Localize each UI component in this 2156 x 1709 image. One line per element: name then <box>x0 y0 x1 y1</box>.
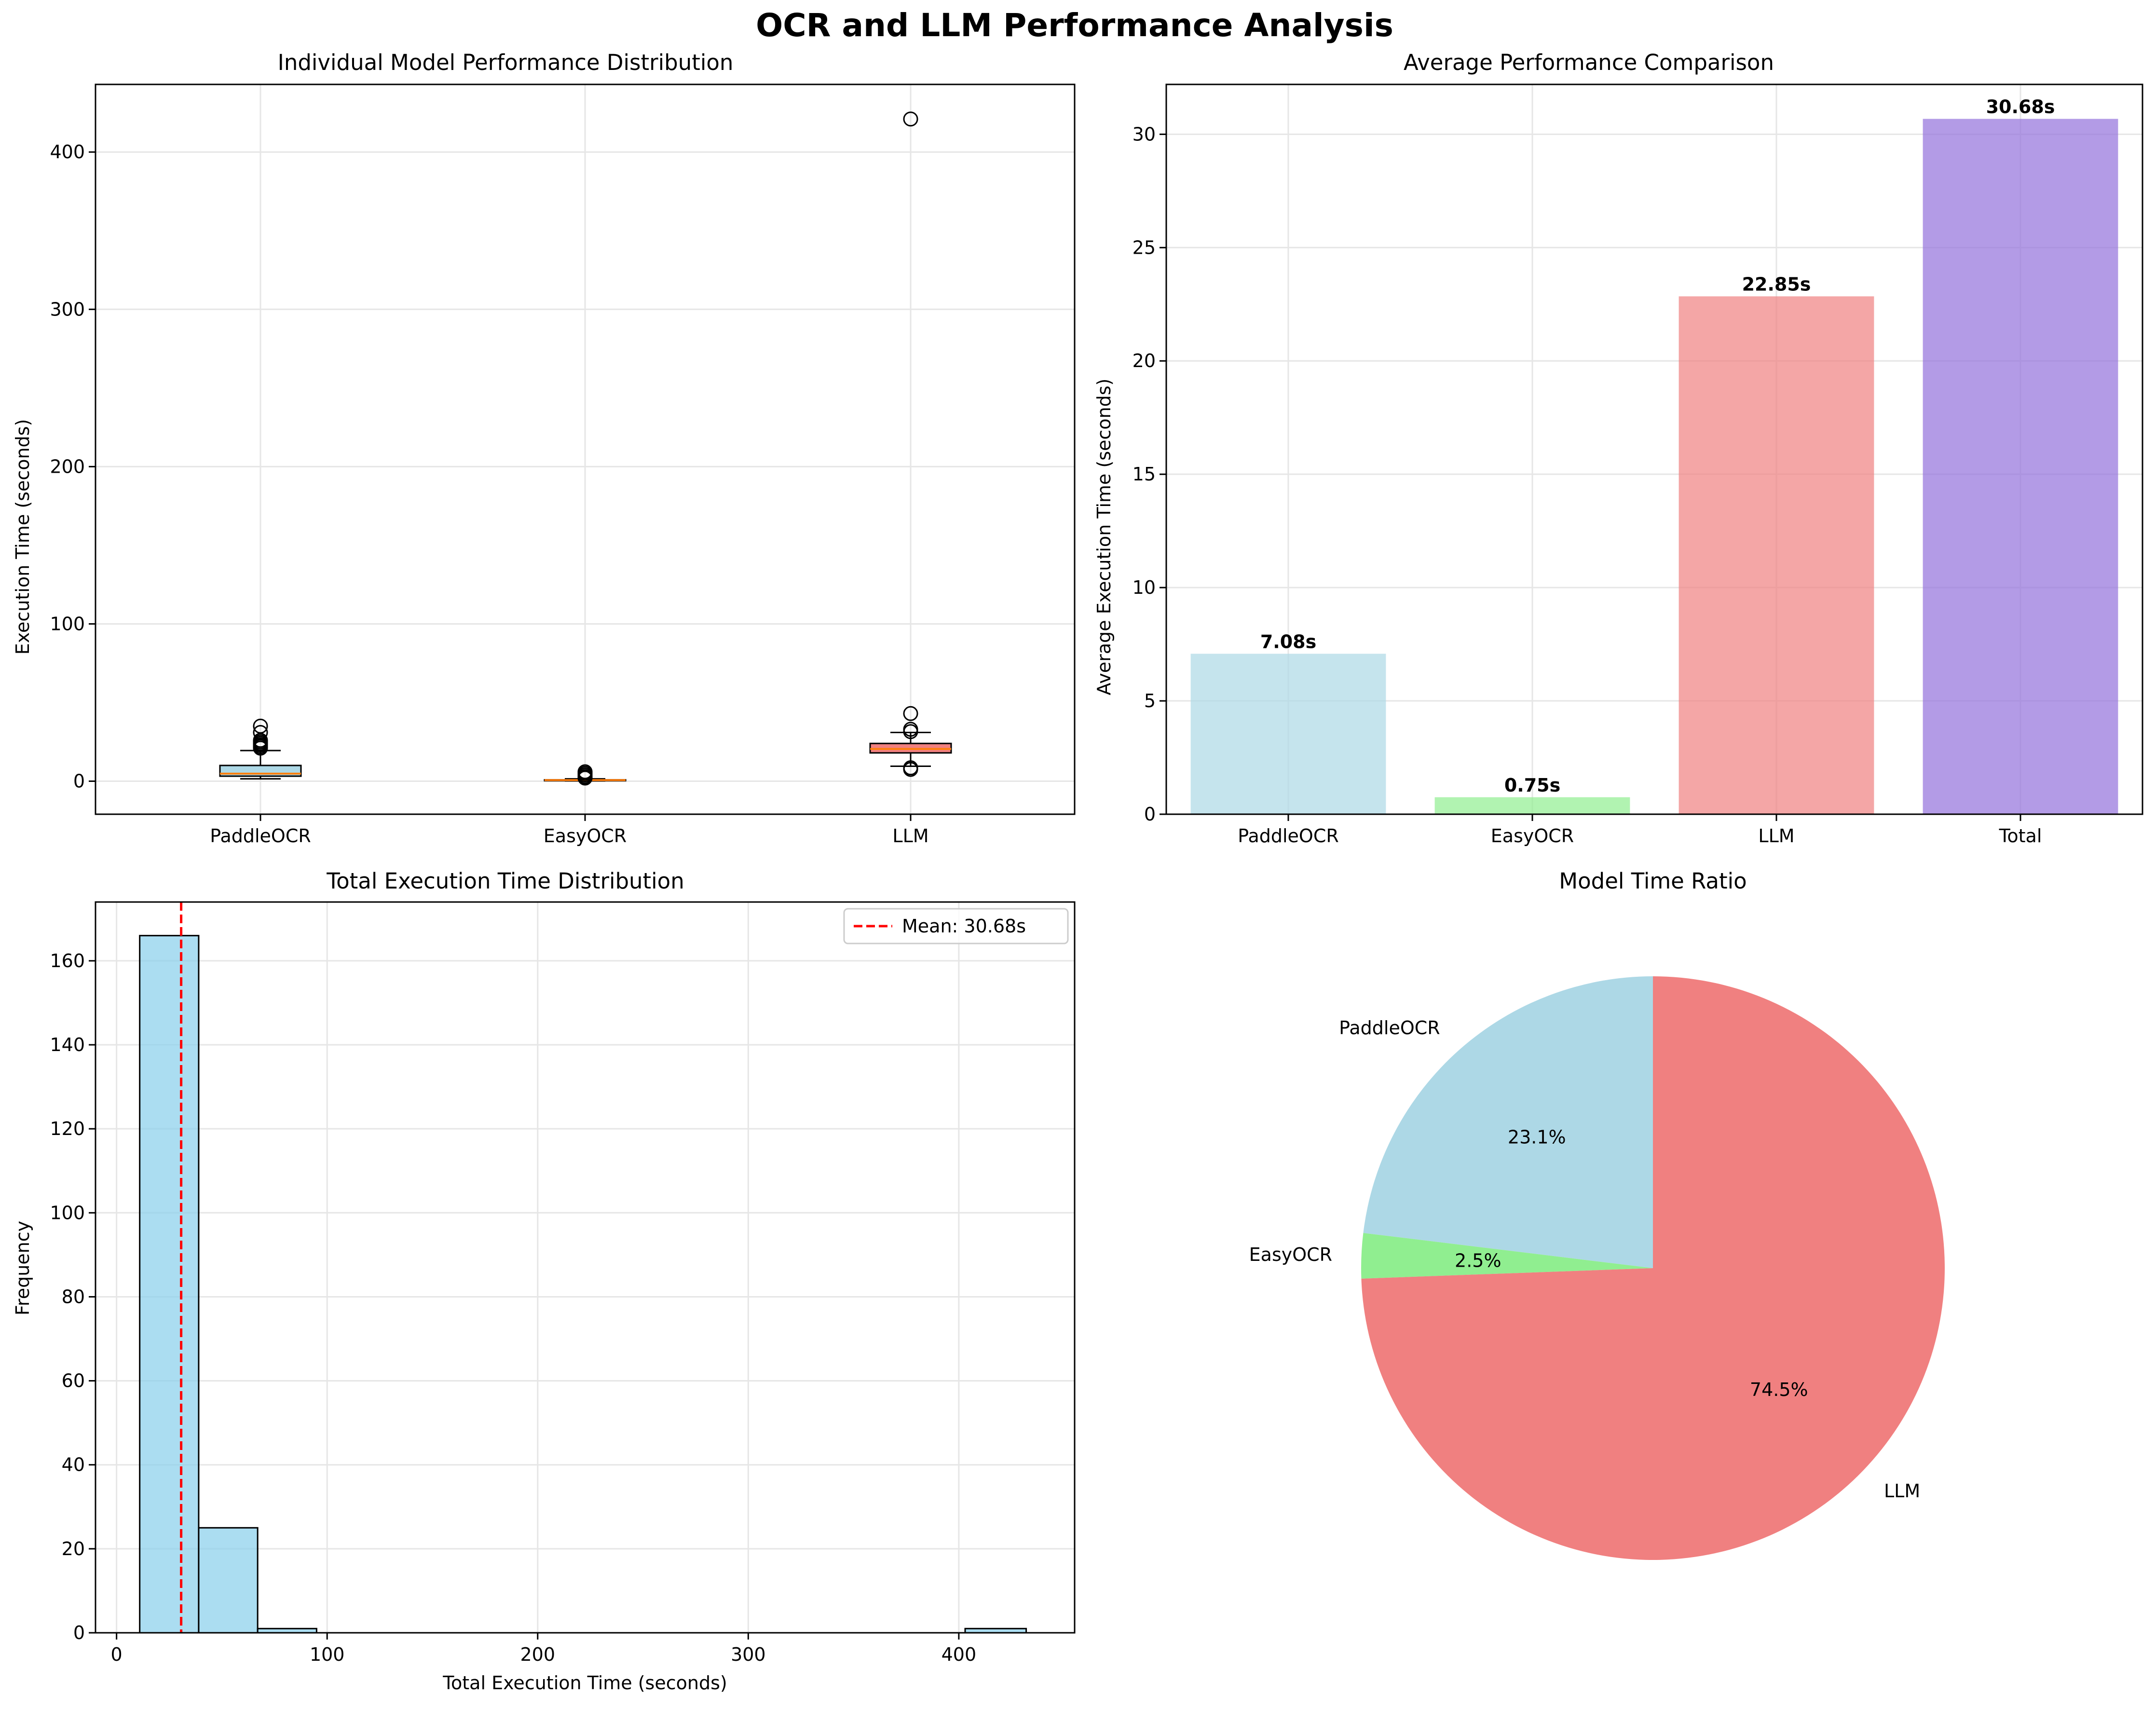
pie-pct-label: 74.5% <box>1750 1379 1808 1400</box>
bar-easyocr <box>1434 797 1630 814</box>
outlier-point <box>903 111 918 127</box>
boxplot-title: Individual Model Performance Distributio… <box>278 50 734 75</box>
x-tick-label: 400 <box>942 1644 977 1665</box>
histogram-panel: Total Execution Time Distribution Freque… <box>12 868 1076 1694</box>
x-tick-label: 0 <box>111 1644 123 1665</box>
pie-slice-llm <box>1361 976 1945 1560</box>
pie-panel: Model Time Ratio PaddleOCR 23.1% EasyOCR 2.… <box>1249 868 1945 1560</box>
x-tick-label: 300 <box>731 1644 766 1665</box>
pie-label: LLM <box>1884 1480 1920 1502</box>
outlier-point <box>253 725 268 740</box>
y-tick-label: 10 <box>1133 577 1156 598</box>
x-tick-label: LLM <box>1758 825 1794 847</box>
y-tick-label: 140 <box>50 1034 85 1055</box>
bar-panel: Average Performance Comparison Average E… <box>1093 50 2143 847</box>
y-tick-label: 100 <box>50 1202 85 1223</box>
histogram-bin <box>198 1527 259 1634</box>
axes-frame <box>95 901 1076 1634</box>
histogram-xlabel: Total Execution Time (seconds) <box>442 1672 727 1694</box>
x-tick-label: PaddleOCR <box>1238 825 1339 847</box>
histogram-bin <box>139 935 200 1634</box>
y-tick-label: 40 <box>62 1454 85 1476</box>
bar-title: Average Performance Comparison <box>1404 50 1774 75</box>
y-tick-label: 100 <box>50 613 85 634</box>
x-tick-label: EasyOCR <box>1491 825 1574 847</box>
y-tick-label: 15 <box>1133 464 1156 485</box>
bar-value-label: 22.85s <box>1742 273 1811 295</box>
histogram-ylabel: Frequency <box>12 1221 33 1315</box>
bar-paddleocr <box>1190 654 1386 814</box>
y-tick-label: 400 <box>50 141 85 163</box>
y-tick-label: 30 <box>1133 123 1156 145</box>
bar-ylabel: Average Execution Time (seconds) <box>1093 379 1115 696</box>
y-tick-label: 20 <box>1133 350 1156 371</box>
legend-label: Mean: 30.68s <box>902 916 1026 937</box>
x-tick-label: PaddleOCR <box>210 825 311 847</box>
histogram-legend: Mean: 30.68s <box>843 908 1069 944</box>
figure-title: OCR and LLM Performance Analysis <box>756 7 1393 44</box>
y-tick-label: 160 <box>50 950 85 971</box>
pie-label: EasyOCR <box>1249 1244 1332 1265</box>
boxplot-ylabel: Execution Time (seconds) <box>12 419 33 655</box>
y-tick-label: 300 <box>50 299 85 320</box>
y-tick-label: 120 <box>50 1118 85 1139</box>
y-tick-label: 60 <box>62 1370 85 1392</box>
y-tick-label: 80 <box>62 1286 85 1307</box>
x-tick-label: Total <box>1999 825 2042 847</box>
bar-llm <box>1678 296 1874 814</box>
x-tick-label: 200 <box>520 1644 556 1665</box>
axes-frame <box>1165 83 2143 815</box>
pie-pct-label: 23.1% <box>1508 1126 1566 1148</box>
pie-label: PaddleOCR <box>1339 1017 1440 1039</box>
pie-slice-easyocr <box>1361 1233 1653 1279</box>
y-tick-label: 0 <box>1144 804 1156 825</box>
pie-title: Model Time Ratio <box>1559 868 1747 894</box>
y-tick-label: 5 <box>1144 690 1156 711</box>
y-tick-label: 0 <box>73 771 85 792</box>
y-tick-label: 0 <box>73 1622 85 1643</box>
outlier-point <box>903 760 918 776</box>
x-tick-label: 100 <box>310 1644 345 1665</box>
pie-slice-paddleocr <box>1363 976 1653 1268</box>
outlier-point <box>903 706 918 721</box>
outlier-point <box>903 722 918 737</box>
legend-box <box>843 908 1069 944</box>
outlier-point <box>253 718 268 734</box>
bar-value-label: 30.68s <box>1986 96 2055 117</box>
x-tick-label: EasyOCR <box>544 825 627 847</box>
histogram-title: Total Execution Time Distribution <box>326 868 684 894</box>
bar-total <box>1923 119 2118 814</box>
y-tick-label: 200 <box>50 456 85 477</box>
bar-value-label: 7.08s <box>1260 631 1316 652</box>
boxplot-panel: Individual Model Performance Distributio… <box>12 50 1076 847</box>
y-tick-label: 25 <box>1133 237 1156 258</box>
x-tick-label: LLM <box>892 825 928 847</box>
pie-pct-label: 2.5% <box>1455 1250 1501 1271</box>
y-tick-label: 20 <box>62 1538 85 1559</box>
outlier-point <box>577 764 593 779</box>
bar-value-label: 0.75s <box>1504 775 1560 796</box>
